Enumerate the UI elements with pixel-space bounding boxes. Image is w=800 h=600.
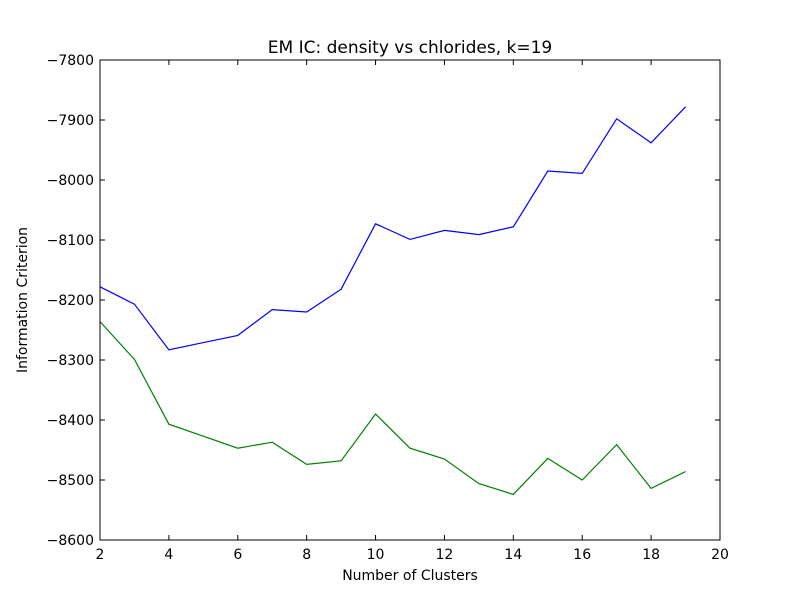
x-tick-label: 4 (164, 547, 173, 563)
x-tick-label: 20 (711, 547, 729, 563)
y-tick-label: −7900 (47, 113, 94, 129)
y-tick-label: −8000 (47, 173, 94, 189)
x-axis-label: Number of Clusters (342, 568, 478, 584)
y-tick-label: −8100 (47, 233, 94, 249)
x-tick-label: 2 (96, 547, 105, 563)
y-tick-label: −8500 (47, 473, 94, 489)
series-line-2 (99, 321, 686, 496)
y-tick-label: −8600 (47, 533, 94, 549)
y-tick-label: −8300 (47, 353, 94, 369)
series-line-1 (99, 106, 686, 351)
y-tick-label: −8200 (47, 293, 94, 309)
y-tick-label: −7800 (47, 53, 94, 69)
x-tick-label: 6 (233, 547, 242, 563)
series-lines (99, 106, 686, 496)
y-tick-label: −8400 (47, 413, 94, 429)
y-axis-ticks: −8600 −8500 −8400 −8300 −8200 −8100 −8000 −7900… (47, 53, 720, 549)
x-axis-ticks: 2 4 6 8 10 12 14 16 18 20 (96, 60, 729, 563)
x-tick-label: 12 (436, 547, 454, 563)
x-tick-label: 10 (367, 547, 385, 563)
x-tick-label: 8 (302, 547, 311, 563)
x-tick-label: 16 (573, 547, 591, 563)
plot-frame (99, 59, 721, 541)
x-tick-label: 14 (504, 547, 522, 563)
x-tick-label: 18 (642, 547, 660, 563)
chart-title: EM IC: density vs chlorides, k=19 (268, 38, 552, 58)
y-axis-label: Information Criterion (15, 227, 31, 373)
